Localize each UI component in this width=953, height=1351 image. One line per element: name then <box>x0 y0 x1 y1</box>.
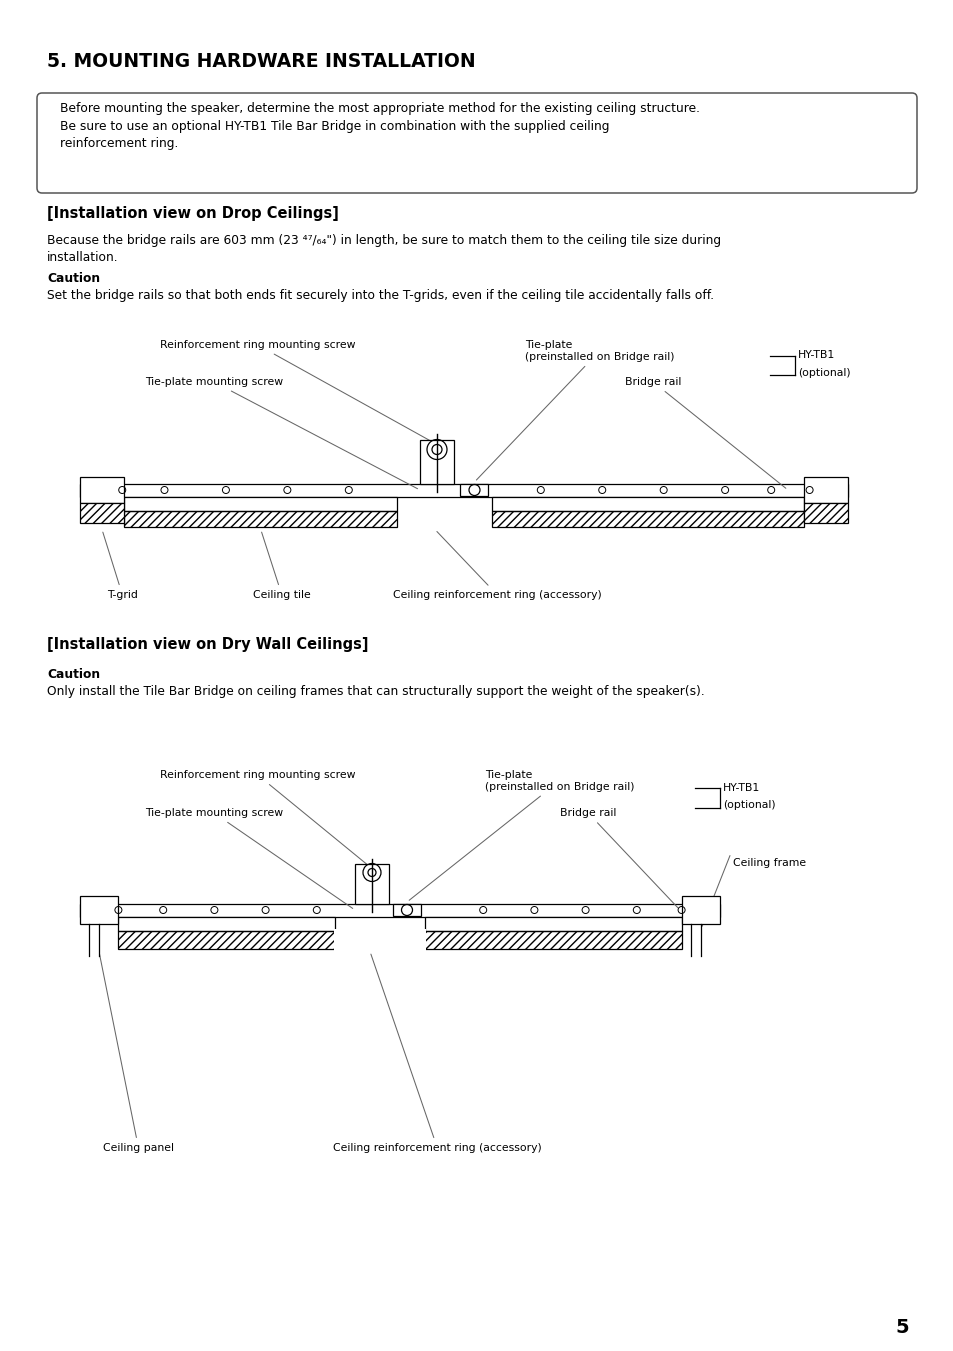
Text: Because the bridge rails are 603 mm (23 ⁴⁷/₆₄") in length, be sure to match them: Because the bridge rails are 603 mm (23 … <box>47 234 720 247</box>
Bar <box>124 497 397 511</box>
Text: Ceiling panel: Ceiling panel <box>99 954 173 1152</box>
Bar <box>124 511 397 527</box>
Text: Ceiling tile: Ceiling tile <box>253 532 311 600</box>
Bar <box>460 484 488 496</box>
Bar <box>118 931 681 948</box>
Text: Reinforcement ring mounting screw: Reinforcement ring mounting screw <box>160 770 370 867</box>
Bar <box>80 503 124 523</box>
Text: Be sure to use an optional HY-TB1 Tile Bar Bridge in combination with the suppli: Be sure to use an optional HY-TB1 Tile B… <box>60 120 609 132</box>
Text: HY-TB1: HY-TB1 <box>722 784 760 793</box>
Text: Caution: Caution <box>47 272 100 285</box>
Bar <box>118 916 335 931</box>
Text: [Installation view on Dry Wall Ceilings]: [Installation view on Dry Wall Ceilings] <box>47 638 368 653</box>
Bar <box>803 477 847 503</box>
Text: [Installation view on Drop Ceilings]: [Installation view on Drop Ceilings] <box>47 205 338 222</box>
Text: Ceiling reinforcement ring (accessory): Ceiling reinforcement ring (accessory) <box>333 954 541 1152</box>
Text: 5. MOUNTING HARDWARE INSTALLATION: 5. MOUNTING HARDWARE INSTALLATION <box>47 51 476 72</box>
Text: Reinforcement ring mounting screw: Reinforcement ring mounting screw <box>160 340 435 443</box>
Bar <box>393 904 420 916</box>
Text: Ceiling frame: Ceiling frame <box>732 858 805 867</box>
Bar <box>355 863 389 904</box>
Text: reinforcement ring.: reinforcement ring. <box>60 136 178 150</box>
Text: Bridge rail: Bridge rail <box>624 377 785 488</box>
Bar <box>80 896 118 924</box>
Bar <box>492 511 803 527</box>
Text: (optional): (optional) <box>722 800 775 811</box>
Text: 5: 5 <box>894 1319 907 1337</box>
Text: Before mounting the speaker, determine the most appropriate method for the exist: Before mounting the speaker, determine t… <box>60 101 700 115</box>
Bar <box>803 503 847 523</box>
Bar <box>492 497 803 511</box>
Text: HY-TB1: HY-TB1 <box>797 350 835 359</box>
Bar <box>80 477 124 503</box>
Bar <box>80 484 847 497</box>
Text: Set the bridge rails so that both ends fit securely into the T-grids, even if th: Set the bridge rails so that both ends f… <box>47 289 714 303</box>
Text: Ceiling reinforcement ring (accessory): Ceiling reinforcement ring (accessory) <box>393 531 601 600</box>
Text: Tie-plate
(preinstalled on Bridge rail): Tie-plate (preinstalled on Bridge rail) <box>409 770 634 900</box>
Bar <box>80 904 720 916</box>
Text: Only install the Tile Bar Bridge on ceiling frames that can structurally support: Only install the Tile Bar Bridge on ceil… <box>47 685 704 698</box>
Text: T-grid: T-grid <box>103 532 138 600</box>
Bar <box>334 928 426 951</box>
Text: Tie-plate mounting screw: Tie-plate mounting screw <box>145 377 417 489</box>
Text: Bridge rail: Bridge rail <box>559 808 678 908</box>
Text: installation.: installation. <box>47 251 118 263</box>
Bar <box>424 916 681 931</box>
FancyBboxPatch shape <box>37 93 916 193</box>
Bar <box>124 511 397 527</box>
Bar <box>681 896 720 924</box>
Text: Tie-plate mounting screw: Tie-plate mounting screw <box>145 808 353 908</box>
Bar <box>492 511 803 527</box>
Bar <box>118 931 681 948</box>
Text: (optional): (optional) <box>797 367 850 378</box>
Bar <box>419 439 454 484</box>
Text: Tie-plate
(preinstalled on Bridge rail): Tie-plate (preinstalled on Bridge rail) <box>476 340 674 480</box>
Text: Caution: Caution <box>47 667 100 681</box>
